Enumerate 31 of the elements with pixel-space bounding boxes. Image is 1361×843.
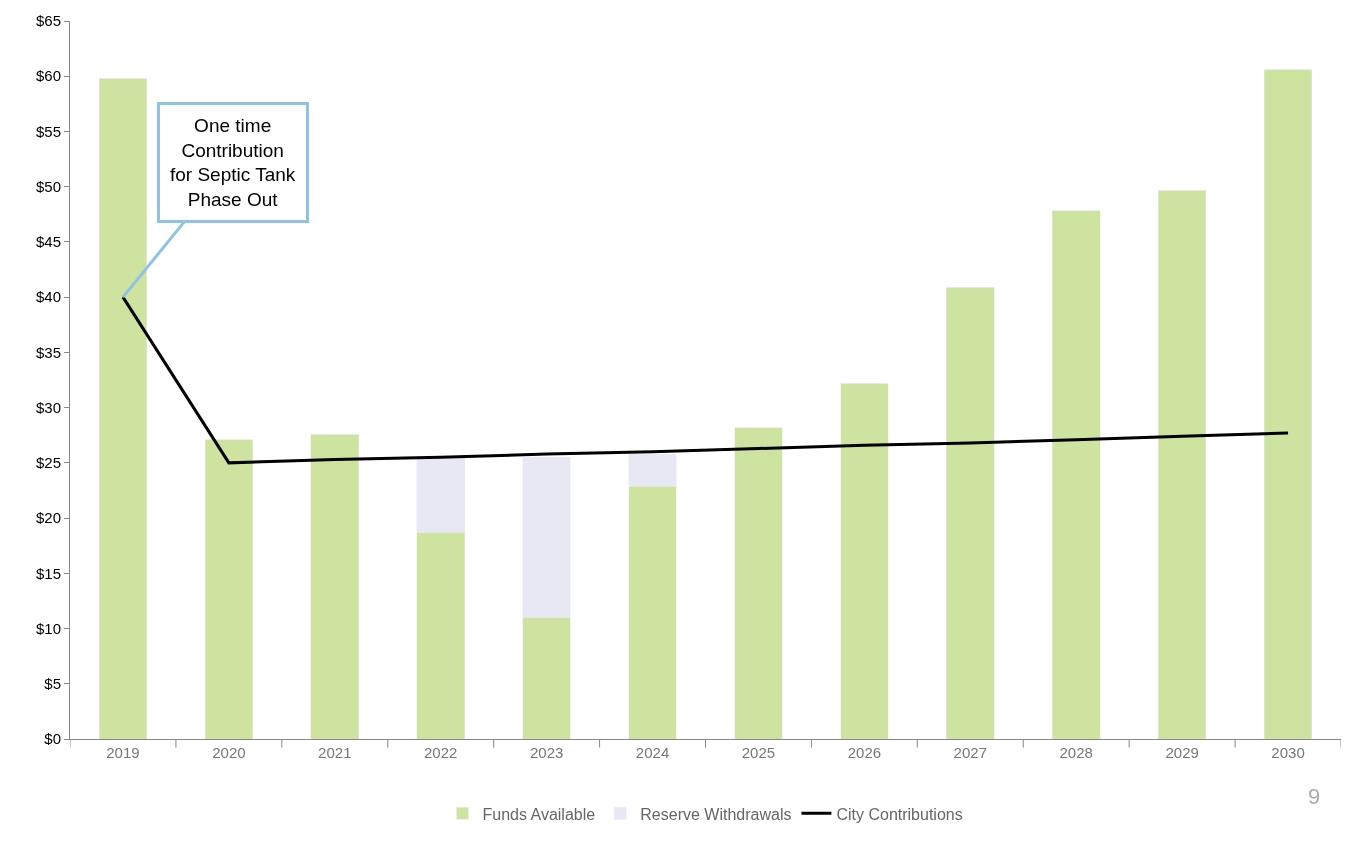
legend-label: Funds Available (482, 805, 596, 823)
x-tick-label: 2023 (529, 744, 564, 761)
y-tick-label: $20 (35, 509, 61, 527)
y-tick-label: $50 (35, 177, 61, 195)
legend-label: Reserve Withdrawals (640, 805, 792, 823)
y-tick-label: $45 (35, 233, 61, 251)
x-tick-label: 2028 (1059, 744, 1093, 761)
y-tick-label: $55 (35, 122, 61, 140)
x-tick-label: 2026 (847, 744, 882, 761)
y-tick-label: $40 (35, 288, 61, 306)
y-tick-label: $65 (35, 12, 61, 30)
x-tick-label: 2025 (741, 744, 776, 761)
x-tick-label: 2029 (1165, 744, 1199, 761)
x-tick-label: 2019 (106, 744, 140, 761)
y-tick-label: $30 (35, 398, 61, 416)
x-tick-label: 2030 (1271, 744, 1305, 761)
legend-label: City Contributions (836, 805, 963, 823)
x-tick-label: 2022 (424, 744, 458, 761)
text: 9 (1308, 784, 1321, 809)
x-tick-label: 2027 (953, 744, 987, 761)
y-tick-label: $35 (35, 343, 61, 361)
x-tick-label: 2021 (318, 744, 352, 761)
y-tick-label: $0 (44, 730, 61, 748)
y-tick-label: $5 (44, 675, 61, 693)
y-tick-label: $25 (35, 454, 61, 472)
y-tick-label: $10 (35, 619, 61, 637)
y-tick-label: $60 (35, 67, 61, 85)
x-tick-label: 2020 (212, 744, 246, 761)
x-tick-label: 2024 (635, 744, 670, 761)
y-tick-label: $15 (35, 564, 61, 582)
annotation: One time Contribution for Septic Tank Phase Out (170, 115, 296, 211)
